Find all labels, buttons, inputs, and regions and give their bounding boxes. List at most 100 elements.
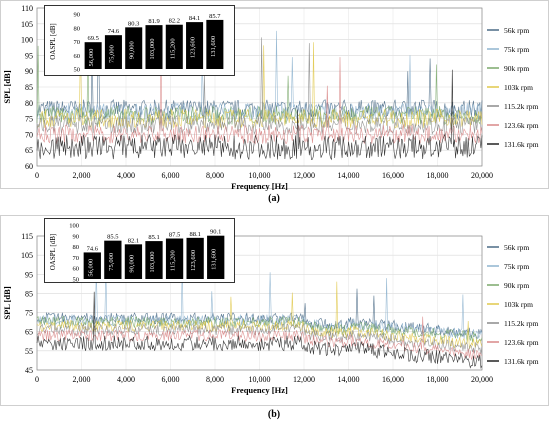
y-tick-label: 65	[25, 146, 33, 155]
inset-bar	[186, 237, 204, 279]
inset-value-label: 69.5	[87, 35, 98, 42]
inset-y-tick-label: 60	[73, 266, 80, 273]
inset-bar	[145, 241, 163, 279]
x-tick-label: 12,000	[293, 375, 315, 384]
x-tick-label: 20,000	[471, 375, 493, 384]
series-line	[36, 315, 483, 344]
x-tick-label: 6,000	[162, 171, 180, 180]
inset-y-tick-label: 90	[73, 233, 80, 240]
x-tick-label: 16,000	[382, 375, 404, 384]
y-tick-label: 100	[21, 36, 33, 45]
x-tick-label: 20,000	[471, 171, 493, 180]
x-tick-label: 2,000	[73, 171, 91, 180]
series-line	[36, 57, 483, 145]
x-tick-label: 6,000	[162, 375, 180, 384]
inset-value-label: 81.9	[148, 18, 159, 25]
inset-category-label: 90,000	[128, 255, 135, 273]
inset-category-label: 131,600	[210, 36, 217, 57]
inset-y-tick-label: 50	[73, 277, 80, 284]
inset-bar	[206, 19, 224, 70]
y-tick-label: 65	[25, 328, 33, 337]
chart-panel-b: 45 55 65 75 85 95 105 115 0 2,000 4,000 6,000 8,000 1…	[0, 215, 549, 420]
inset-bar	[104, 240, 122, 279]
inset-y-axis-label: OASPL [dB]	[49, 23, 57, 60]
inset-category-label: 115,200	[170, 250, 177, 271]
x-tick-label: 14,000	[338, 375, 360, 384]
inset-category-label: 123,600	[190, 250, 197, 271]
x-tick-label: 16,000	[382, 171, 404, 180]
legend-label: 56k rpm	[504, 26, 529, 35]
y-tick-label: 95	[25, 51, 33, 60]
legend-label: 115.2k rpm	[504, 319, 538, 328]
y-tick-label: 105	[21, 251, 33, 260]
inset-category-label: 131,600	[211, 249, 218, 270]
y-tick-label: 115	[21, 232, 33, 241]
inset-value-label: 87.5	[169, 232, 180, 239]
inset-value-label: 90.1	[210, 229, 221, 236]
legend-label: 103k rpm	[504, 300, 533, 309]
x-tick-label: 4,000	[117, 171, 135, 180]
inset-value-label: 85.7	[209, 13, 221, 20]
series-line	[36, 45, 483, 126]
inset-bar	[83, 252, 101, 279]
legend-label: 90k rpm	[504, 64, 529, 73]
x-tick-label: 0	[35, 171, 39, 180]
inset-category-label: 123,600	[190, 37, 197, 58]
chart-frame	[0, 215, 549, 406]
y-tick-label: 70	[25, 130, 33, 139]
inset-y-axis-label: OASPL [dB]	[49, 234, 57, 271]
inset-bar-chart: 50 60 70 80 90 100 OASPL [dB] 74.6 56,000 85.5 75,…	[44, 218, 235, 284]
y-tick-label: 105	[21, 20, 33, 29]
y-tick-label: 45	[25, 366, 33, 375]
inset-y-tick-label: 70	[74, 39, 81, 46]
legend-label: 90k rpm	[504, 281, 529, 290]
legend-label: 75k rpm	[504, 262, 529, 271]
inset-category-label: 115,200	[169, 38, 176, 59]
inset-bar	[104, 35, 122, 69]
y-tick-label: 85	[25, 289, 33, 298]
inset-bar	[84, 42, 102, 69]
panel-label: (b)	[268, 409, 280, 420]
inset-bar	[124, 244, 143, 279]
y-tick-label: 75	[25, 309, 33, 318]
plot-area	[36, 7, 483, 167]
x-tick-label: 18,000	[427, 375, 449, 384]
legend-label: 103k rpm	[504, 83, 533, 92]
inset-y-tick-label: 50	[74, 67, 81, 74]
inset-value-label: 74.6	[87, 245, 99, 252]
legend-label: 131.6k rpm	[504, 357, 539, 366]
y-axis-label: SPL [dB]	[2, 70, 12, 103]
inset-value-label: 80.3	[128, 20, 139, 27]
y-tick-label: 75	[25, 115, 33, 124]
series-line	[36, 291, 483, 369]
y-tick-label: 110	[21, 4, 33, 13]
chart-frame	[0, 0, 549, 189]
series-line	[36, 281, 483, 350]
inset-category-label: 56,000	[88, 49, 95, 67]
x-tick-label: 10,000	[249, 171, 271, 180]
inset-y-tick-label: 60	[74, 53, 81, 60]
inset-bar	[186, 22, 204, 69]
series-line	[36, 69, 483, 161]
inset-y-tick-label: 90	[74, 12, 81, 19]
inset-bar	[145, 25, 163, 69]
y-tick-label: 85	[25, 83, 33, 92]
panel-label: (a)	[268, 193, 280, 204]
x-tick-label: 12,000	[293, 171, 315, 180]
x-tick-label: 8,000	[206, 171, 224, 180]
x-tick-label: 0	[35, 375, 39, 384]
legend-label: 123.6k rpm	[504, 338, 539, 347]
inset-bar-chart: 50 60 70 80 90 OASPL [dB] 69.5 56,000 74.6 75,000…	[44, 5, 235, 76]
series-line	[36, 37, 483, 130]
x-tick-label: 14,000	[338, 171, 360, 180]
inset-category-label: 75,000	[108, 253, 115, 271]
x-tick-label: 2,000	[73, 375, 91, 384]
inset-bar	[125, 27, 143, 69]
legend-label: 131.6k rpm	[504, 140, 539, 149]
y-tick-label: 55	[25, 347, 33, 356]
x-tick-label: 4,000	[117, 375, 135, 384]
inset-bar	[207, 235, 225, 279]
x-tick-label: 18,000	[427, 171, 449, 180]
x-axis-label: Frequency [Hz]	[231, 181, 288, 191]
